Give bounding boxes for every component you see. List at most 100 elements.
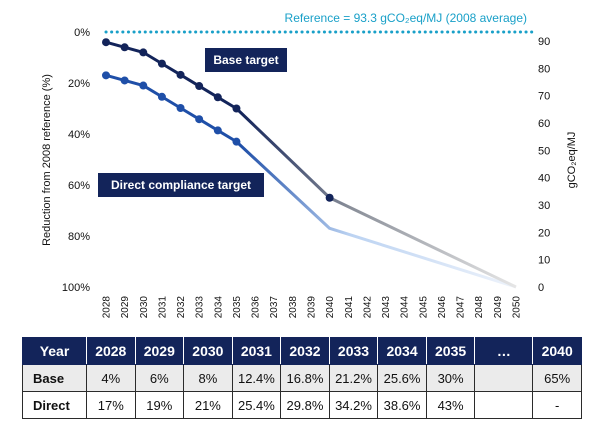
callout-direct-box <box>98 173 264 197</box>
left-tick-label: 40% <box>68 129 90 141</box>
table-cell: 65% <box>532 364 582 392</box>
data-point <box>120 43 129 52</box>
right-tick-label: 30 <box>538 200 550 212</box>
table-cell: 30% <box>425 364 476 392</box>
callout-direct-text: Direct compliance target <box>111 178 251 192</box>
table-header-cell: … <box>474 337 534 365</box>
table-cell: 17% <box>86 391 136 419</box>
data-table: Year 2028 2029 2030 2031 2032 2033 2034 2035… 204… <box>22 337 582 419</box>
x-tick-label: 2041 <box>344 296 355 319</box>
table-header-row: Year 2028 2029 2030 2031 2032 2033 2034 2035… 204… <box>22 337 582 365</box>
data-point <box>176 70 185 79</box>
x-tick-label: 2043 <box>381 296 392 319</box>
data-point <box>213 93 222 102</box>
right-tick-label: 90 <box>538 36 550 48</box>
table-cell: 12.4% <box>231 364 282 392</box>
table-cell: 34.2% <box>328 391 379 419</box>
right-tick-label: 40 <box>538 173 550 185</box>
right-tick-label: 20 <box>538 227 550 239</box>
table-header-cell: 2032 <box>280 337 330 365</box>
table-cell: 21% <box>183 391 233 419</box>
table-cell: 4% <box>86 364 136 392</box>
table-cell: 43% <box>425 391 476 419</box>
left-axis-ticks: 0% 20% 40% 60% 80% 100% <box>62 27 90 294</box>
data-point <box>325 193 334 202</box>
table-cell: 8% <box>183 364 233 392</box>
table-cell <box>474 391 534 419</box>
right-tick-label: 70 <box>538 91 550 103</box>
x-tick-label: 2032 <box>176 296 187 319</box>
data-point <box>213 126 222 135</box>
series-line-projected <box>235 140 517 289</box>
x-tick-label: 2050 <box>512 296 523 319</box>
table-cell: 19% <box>134 391 185 419</box>
series-layer <box>102 38 517 289</box>
table-cell: 38.6% <box>377 391 427 419</box>
x-tick-label: 2034 <box>213 296 224 319</box>
x-axis-ticks: 2028 2029 2030 2031 2032 2033 2034 2035 2036 2037… <box>102 296 523 319</box>
x-tick-label: 2037 <box>269 296 280 319</box>
table-cell: 29.8% <box>280 391 330 419</box>
table-body: Base 4% 6% 8% 12.4% 16.8% 21.2% 25.6% 30% 65% Dire… <box>22 364 582 419</box>
data-point <box>176 103 185 112</box>
right-tick-label: 0 <box>538 282 544 294</box>
table-header-cell: 2030 <box>183 337 233 365</box>
table-row-label: Direct <box>22 391 87 419</box>
right-axis-title: gCO₂eq/MJ <box>566 132 578 189</box>
table-header-cell: 2033 <box>328 337 379 365</box>
x-tick-label: 2033 <box>195 296 206 319</box>
table-cell: 16.8% <box>280 364 330 392</box>
table-header-cell: 2034 <box>377 337 427 365</box>
left-tick-label: 0% <box>74 27 90 39</box>
data-point <box>157 59 166 68</box>
x-tick-label: 2035 <box>232 296 243 319</box>
right-tick-label: 50 <box>538 145 550 157</box>
data-point <box>102 38 110 47</box>
table-header-cell: 2031 <box>231 337 282 365</box>
table-header-cell: 2028 <box>86 337 136 365</box>
table-cell: 6% <box>134 364 185 392</box>
data-point <box>102 71 110 80</box>
x-tick-label: 2047 <box>456 296 467 319</box>
x-tick-label: 2029 <box>120 296 131 319</box>
callout-base-target: Base target <box>205 48 287 72</box>
table-row: Base 4% 6% 8% 12.4% 16.8% 21.2% 25.6% 30% 65% <box>22 364 582 392</box>
x-tick-label: 2030 <box>139 296 150 319</box>
table-cell: 25.6% <box>377 364 427 392</box>
table-cell: 25.4% <box>231 391 282 419</box>
table-header-cell: 2040 <box>532 337 582 365</box>
data-point <box>232 137 241 146</box>
data-point <box>195 82 204 91</box>
x-tick-label: 2048 <box>474 296 485 319</box>
left-tick-label: 20% <box>68 78 90 90</box>
left-axis-title: Reduction from 2008 reference (%) <box>41 74 53 246</box>
data-point <box>195 115 204 124</box>
x-tick-label: 2028 <box>102 296 113 319</box>
callout-base-text: Base target <box>213 53 278 67</box>
table-header-cell: 2029 <box>134 337 185 365</box>
table-cell <box>474 364 534 392</box>
right-tick-label: 80 <box>538 63 550 75</box>
x-tick-label: 2040 <box>325 296 336 319</box>
x-tick-label: 2036 <box>251 296 262 319</box>
x-tick-label: 2045 <box>418 296 429 319</box>
left-tick-label: 60% <box>68 180 90 192</box>
line-chart: Reference = 93.3 gCO₂eq/MJ (2008 average… <box>41 11 578 319</box>
table-header-cell: 2035 <box>425 337 476 365</box>
x-tick-label: 2031 <box>157 296 168 319</box>
x-tick-label: 2038 <box>288 296 299 319</box>
right-axis-ticks: 0 10 20 30 40 50 60 70 80 90 <box>538 36 550 294</box>
data-point <box>232 104 241 113</box>
right-tick-label: 60 <box>538 118 550 130</box>
reference-label: Reference = 93.3 gCO₂eq/MJ (2008 average… <box>285 11 527 25</box>
table-header-cell: Year <box>22 337 87 365</box>
right-tick-label: 10 <box>538 255 550 267</box>
left-tick-label: 80% <box>68 231 90 243</box>
table-cell: - <box>532 391 582 419</box>
table-row: Direct 17% 19% 21% 25.4% 29.8% 34.2% 38.6% 43% - <box>22 391 582 419</box>
x-tick-label: 2046 <box>437 296 448 319</box>
x-tick-label: 2042 <box>362 296 373 319</box>
data-point <box>139 48 148 57</box>
x-tick-label: 2044 <box>400 296 411 319</box>
table-cell: 21.2% <box>328 364 379 392</box>
